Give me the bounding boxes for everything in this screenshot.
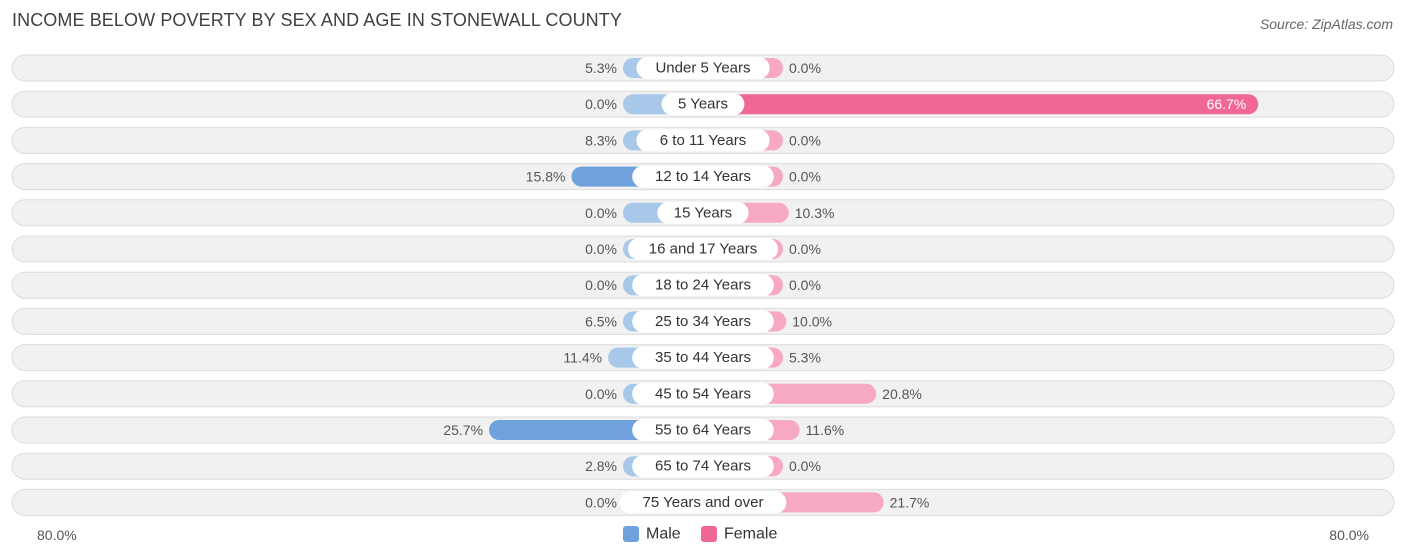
female-bar[interactable] [703, 94, 1259, 115]
category-label: Under 5 Years [655, 60, 750, 77]
category-pill [632, 274, 774, 297]
legend-female-swatch [701, 526, 717, 542]
category-pill [632, 455, 774, 478]
category-pill [636, 57, 770, 79]
category-label: 55 to 64 Years [655, 422, 751, 439]
male-value-label: 15.8% [526, 169, 566, 185]
female-value-label: 11.6% [806, 422, 845, 438]
male-value-label: 0.0% [585, 96, 617, 112]
female-value-label: 0.0% [789, 60, 821, 76]
category-pill [636, 129, 770, 152]
female-value-label: 10.3% [795, 205, 835, 221]
male-value-label: 25.7% [443, 422, 483, 438]
legend-male-label: Male [646, 526, 681, 543]
male-value-label: 2.8% [585, 458, 617, 474]
category-label: 6 to 11 Years [660, 132, 746, 149]
category-pill [632, 346, 774, 369]
axis-right-label: 80.0% [1329, 527, 1369, 543]
category-label: 5 Years [678, 96, 728, 113]
male-value-label: 0.0% [585, 277, 617, 293]
axis-left-label: 80.0% [37, 527, 77, 543]
female-value-label: 0.0% [789, 169, 821, 185]
male-value-label: 0.0% [585, 241, 617, 257]
legend-female-label: Female [724, 526, 777, 543]
male-value-label: 0.0% [585, 205, 617, 221]
male-value-label: 6.5% [585, 313, 617, 329]
category-label: 12 to 14 Years [655, 168, 751, 185]
female-value-label: 66.7% [1207, 96, 1247, 112]
female-value-label: 21.7% [890, 494, 930, 510]
male-value-label: 0.0% [585, 386, 617, 402]
category-pill [632, 165, 774, 188]
category-pill [632, 419, 774, 441]
female-value-label: 0.0% [789, 277, 821, 293]
category-label: 15 Years [674, 204, 732, 221]
male-value-label: 8.3% [585, 132, 617, 148]
male-value-label: 11.4% [563, 350, 602, 366]
category-label: 16 and 17 Years [649, 241, 757, 258]
male-value-label: 0.0% [585, 494, 617, 510]
legend-male-swatch [623, 526, 639, 542]
category-pill [628, 238, 778, 260]
category-label: 18 to 24 Years [655, 277, 751, 294]
category-pill [632, 310, 774, 333]
female-value-label: 20.8% [882, 386, 922, 402]
female-value-label: 0.0% [789, 241, 821, 257]
male-value-label: 5.3% [585, 60, 617, 76]
category-pill [619, 491, 787, 514]
category-label: 65 to 74 Years [655, 458, 751, 475]
category-label: 25 to 34 Years [655, 313, 751, 330]
category-label: 45 to 54 Years [655, 385, 751, 402]
category-label: 35 to 44 Years [655, 349, 751, 366]
female-value-label: 0.0% [789, 132, 821, 148]
female-value-label: 0.0% [789, 458, 821, 474]
category-label: 75 Years and over [643, 494, 764, 511]
chart-title: INCOME BELOW POVERTY BY SEX AND AGE IN S… [12, 10, 622, 30]
category-pill [661, 93, 745, 116]
female-value-label: 5.3% [789, 350, 821, 366]
category-pill [632, 382, 774, 405]
female-value-label: 10.0% [792, 313, 832, 329]
category-pill [657, 201, 749, 224]
source-credit: Source: ZipAtlas.com [1259, 16, 1393, 32]
